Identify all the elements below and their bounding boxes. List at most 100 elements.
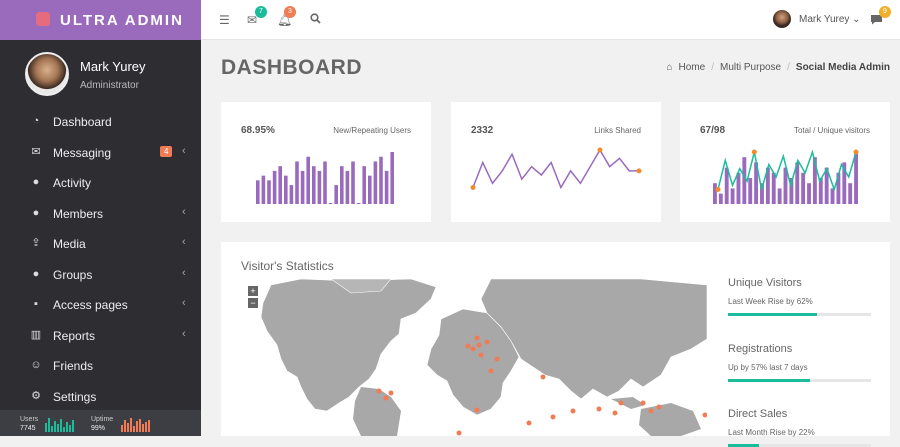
- chart-bar: [742, 157, 747, 204]
- sidebar-item-label: Settings: [53, 389, 97, 404]
- card-value: 67/98: [700, 125, 726, 136]
- metric-subtitle: Up by 57% last 7 days: [728, 363, 808, 372]
- chart-bar: [272, 170, 277, 204]
- chart-bar: [362, 166, 366, 204]
- chevron-left-icon: ‹: [182, 144, 186, 157]
- card-label: Total / Unique visitors: [793, 126, 870, 135]
- gears-icon: ⚙: [31, 389, 41, 402]
- sidebar-item-reports[interactable]: ▥ Reports ‹: [0, 320, 201, 351]
- sidebar-item-activity[interactable]: ● Activity: [0, 167, 201, 198]
- sidebar-item-dashboard[interactable]: ◔ Dashboard: [0, 106, 201, 137]
- users-value: 7745: [20, 425, 36, 432]
- chart-bar: [278, 166, 282, 204]
- profile-panel: Mark Yurey Administrator: [0, 40, 201, 108]
- world-map-shapes: [260, 279, 707, 436]
- metric-registrations: Registrations Up by 57% last 7 days: [728, 343, 871, 382]
- brand-logo[interactable]: ULTRA ADMIN: [0, 0, 201, 40]
- card-value: 2332: [471, 125, 494, 136]
- metric-unique-visitors: Unique Visitors Last Week Rise by 62%: [728, 277, 871, 316]
- sidebar-item-access-pages[interactable]: ▪ Access pages ‹: [0, 289, 201, 320]
- chart-bar: [724, 167, 729, 204]
- user-avatar[interactable]: [773, 10, 791, 28]
- chevron-left-icon: ‹: [182, 327, 186, 340]
- chart-bar: [345, 170, 350, 204]
- avatar[interactable]: [25, 52, 69, 96]
- page-title: DASHBOARD: [221, 56, 362, 79]
- card-label: Links Shared: [594, 126, 641, 135]
- chart-line: [717, 149, 857, 192]
- chart-bar: [384, 170, 389, 204]
- chart-bar: [842, 162, 847, 204]
- progress-bar: [728, 379, 871, 382]
- chart-bar: [754, 162, 759, 204]
- user-menu[interactable]: Mark Yurey ⌄: [799, 14, 861, 25]
- sidebar-item-groups[interactable]: ● Groups ‹: [0, 259, 201, 290]
- sidebar-item-label: Dashboard: [53, 115, 112, 129]
- chart-point: [751, 149, 757, 155]
- chat-badge: 9: [879, 6, 891, 18]
- chat-icon: ●: [32, 176, 40, 188]
- chart-bar: [848, 183, 853, 204]
- sidebar-item-label: Access pages: [53, 298, 128, 312]
- chart-bar: [812, 157, 817, 204]
- breadcrumb-home[interactable]: Home: [678, 62, 706, 73]
- progress-fill: [728, 379, 810, 382]
- chart-point: [470, 185, 476, 190]
- chart-bar: [300, 170, 305, 204]
- uptime-value: 99%: [91, 425, 106, 432]
- bar-chart-icon: ▥: [30, 328, 42, 341]
- search-icon[interactable]: [310, 13, 321, 27]
- chart-bar: [718, 193, 723, 204]
- sidebar-item-media[interactable]: ⇪ Media ‹: [0, 228, 201, 259]
- chart-point: [597, 147, 603, 153]
- chart-bar: [379, 156, 383, 204]
- zoom-out-button[interactable]: −: [248, 298, 258, 308]
- sidebar-item-label: Members: [53, 206, 104, 221]
- progress-fill: [728, 313, 817, 316]
- sidebar-item-members[interactable]: ● Members ‹: [0, 198, 201, 229]
- bar-sparkline: [256, 152, 394, 204]
- chart-bar: [373, 161, 378, 204]
- chart-bar: [736, 172, 741, 204]
- profile-name: Mark Yurey: [80, 59, 146, 74]
- breadcrumb: ⌂ Home / Multi Purpose / Social Media Ad…: [666, 62, 890, 73]
- sidebar-item-friends[interactable]: ☺ Friends: [0, 350, 201, 381]
- chart-bar: [356, 203, 361, 204]
- chart-bar: [801, 172, 806, 204]
- chart-bar: [390, 152, 394, 204]
- menu-toggle-icon[interactable]: ☰: [219, 13, 230, 27]
- mail-icon[interactable]: ✉: [247, 13, 258, 27]
- metric-subtitle: Last Week Rise by 62%: [728, 297, 813, 306]
- sidebar-item-label: Activity: [53, 176, 92, 190]
- chart-bar: [289, 185, 294, 204]
- chart-bar: [351, 161, 355, 204]
- profile-role: Administrator: [80, 80, 139, 91]
- combo-sparkline: [713, 149, 859, 204]
- chevron-down-icon: ⌄: [852, 14, 861, 25]
- sidebar-item-messaging[interactable]: ✉ Messaging 4 ‹: [0, 137, 201, 168]
- metric-title: Direct Sales: [728, 408, 788, 420]
- chart-line: [472, 148, 639, 190]
- panel-title: Visitor's Statistics: [241, 259, 334, 273]
- uptime-sparkline: [121, 417, 150, 432]
- metric-direct-sales: Direct Sales Last Month Rise by 22%: [728, 408, 871, 447]
- chart-bar: [256, 180, 260, 204]
- breadcrumb-multi-purpose[interactable]: Multi Purpose: [719, 62, 782, 73]
- chart-bar: [765, 167, 770, 204]
- chart-bar: [824, 167, 829, 204]
- sidebar-item-settings[interactable]: ⚙ Settings: [0, 381, 201, 412]
- zoom-in-button[interactable]: +: [248, 286, 258, 296]
- sidebar-item-label: Friends: [53, 359, 94, 373]
- user-name: Mark Yurey: [799, 14, 850, 25]
- chart-point: [636, 168, 642, 174]
- chart-bar: [748, 178, 753, 204]
- chart-bar: [830, 188, 835, 204]
- world-map[interactable]: + −: [241, 279, 707, 436]
- lock-icon: ▪: [34, 298, 38, 310]
- chat-icon[interactable]: [870, 14, 883, 28]
- chart-bar: [713, 183, 717, 204]
- visitor-markers: [376, 335, 707, 436]
- sidebar-footer: Users 7745 Uptime 99%: [0, 410, 201, 436]
- breadcrumb-separator: /: [787, 62, 790, 73]
- card-links-shared: 2332 Links Shared: [451, 102, 661, 222]
